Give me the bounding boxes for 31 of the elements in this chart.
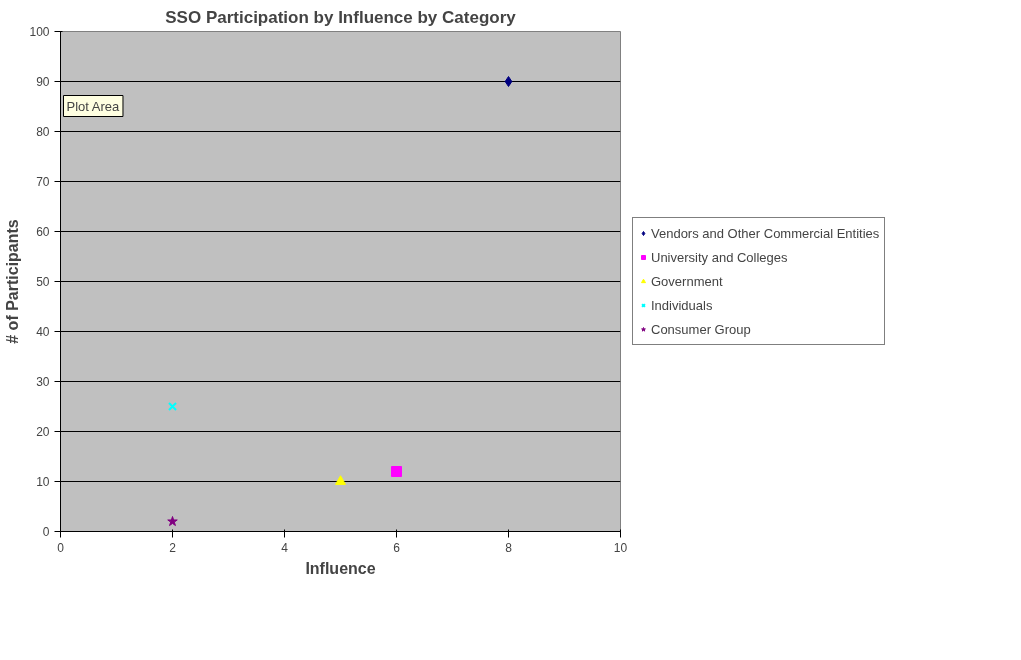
legend-label: Individuals (651, 297, 713, 313)
x-tick-label: 6 (393, 540, 401, 555)
x-tick-label: 8 (505, 540, 513, 555)
y-tick-label: 40 (36, 325, 50, 339)
x-tick-label: 10 (613, 540, 628, 555)
y-tick-label: 60 (36, 225, 50, 239)
point (504, 76, 513, 87)
point (335, 475, 346, 485)
y-tick-label: 10 (36, 475, 50, 489)
x-tick-label: 2 (169, 540, 177, 555)
x-tick-label: 4 (281, 540, 289, 555)
x-tick-label: 0 (57, 540, 65, 555)
legend-label: Consumer Group (651, 321, 751, 337)
point (167, 516, 178, 527)
y-tick-label: 100 (29, 25, 50, 39)
y-tick-label: 80 (36, 125, 50, 139)
chart-title: SSO Participation by Influence by Category (165, 7, 517, 27)
y-tick-label: 70 (36, 175, 50, 189)
point (167, 401, 178, 412)
y-axis-title: # of Participants (4, 219, 22, 344)
legend-label: Vendors and Other Commercial Entities (651, 225, 880, 241)
annotation: Plot Area (66, 98, 121, 114)
y-tick-label: 0 (42, 525, 50, 539)
y-tick-label: 30 (36, 375, 50, 389)
point (391, 466, 402, 477)
y-tick-label: 90 (36, 75, 50, 89)
y-tick-label: 20 (36, 425, 50, 439)
x-axis-title: Influence (305, 559, 376, 577)
legend-label: Government (651, 273, 723, 289)
y-tick-label: 50 (36, 275, 50, 289)
legend-label: University and Colleges (651, 249, 788, 265)
